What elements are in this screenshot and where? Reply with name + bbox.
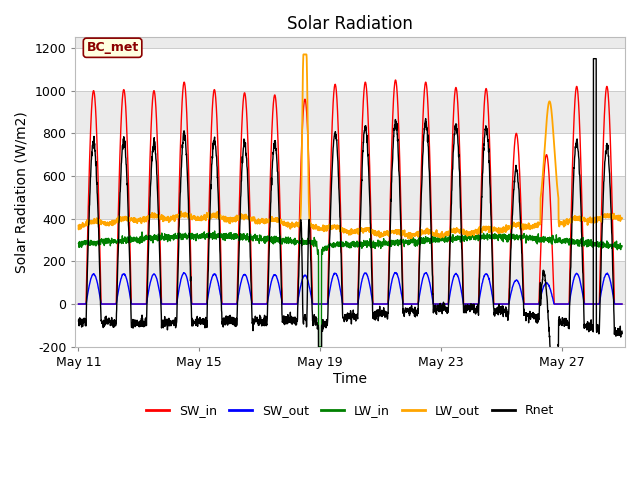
LW_out <box>127 217 135 223</box>
Rnet <box>272 146 280 152</box>
Bar <box>76 37 625 48</box>
SW_in <box>160 301 168 307</box>
Rnet <box>618 328 626 334</box>
SW_in <box>127 293 135 299</box>
SW_out <box>618 301 626 307</box>
Line: SW_in: SW_in <box>79 80 622 304</box>
Text: BC_met: BC_met <box>86 41 139 54</box>
LW_out <box>618 215 626 221</box>
Line: Rnet: Rnet <box>79 59 622 425</box>
LW_out <box>160 216 168 221</box>
Rnet <box>160 320 168 325</box>
LW_in <box>272 239 280 245</box>
SW_out <box>195 301 203 307</box>
SW_in <box>195 301 203 307</box>
LW_out <box>368 228 376 234</box>
LW_in <box>548 241 556 247</box>
LW_in <box>368 244 376 250</box>
LW_out <box>272 215 280 221</box>
LW_out <box>195 216 203 222</box>
Line: LW_out: LW_out <box>79 54 622 238</box>
SW_out <box>75 301 83 307</box>
LW_out <box>75 223 83 228</box>
Rnet <box>195 320 203 326</box>
SW_out <box>391 270 399 276</box>
SW_out <box>160 301 168 307</box>
Bar <box>76 304 625 347</box>
Title: Solar Radiation: Solar Radiation <box>287 15 413 33</box>
Bar <box>76 133 625 176</box>
Rnet <box>548 370 556 376</box>
Bar <box>76 176 625 219</box>
Rnet <box>368 264 376 269</box>
Line: SW_out: SW_out <box>79 273 622 304</box>
X-axis label: Time: Time <box>333 372 367 385</box>
Bar <box>76 219 625 262</box>
Bar <box>76 91 625 133</box>
Rnet <box>75 318 83 324</box>
LW_in <box>75 241 83 247</box>
SW_in <box>272 96 280 102</box>
SW_out <box>272 273 280 278</box>
Y-axis label: Solar Radiation (W/m2): Solar Radiation (W/m2) <box>15 111 29 273</box>
LW_in <box>160 234 168 240</box>
SW_in <box>367 230 375 236</box>
LW_out <box>548 115 556 120</box>
SW_out <box>127 300 135 306</box>
SW_in <box>75 301 83 307</box>
Bar <box>76 262 625 304</box>
LW_in <box>618 243 626 249</box>
SW_in <box>392 77 399 83</box>
LW_in <box>127 239 135 244</box>
SW_out <box>367 291 375 297</box>
LW_in <box>195 234 203 240</box>
Rnet <box>315 422 323 428</box>
LW_out <box>300 51 307 57</box>
LW_out <box>408 235 415 241</box>
SW_in <box>618 301 626 307</box>
Bar <box>76 48 625 91</box>
Rnet <box>589 56 597 61</box>
Legend: SW_in, SW_out, LW_in, LW_out, Rnet: SW_in, SW_out, LW_in, LW_out, Rnet <box>141 399 559 422</box>
LW_in <box>211 228 218 234</box>
SW_out <box>548 292 556 298</box>
LW_in <box>315 344 323 349</box>
SW_in <box>548 237 556 243</box>
Line: LW_in: LW_in <box>79 231 622 347</box>
Rnet <box>127 315 135 321</box>
